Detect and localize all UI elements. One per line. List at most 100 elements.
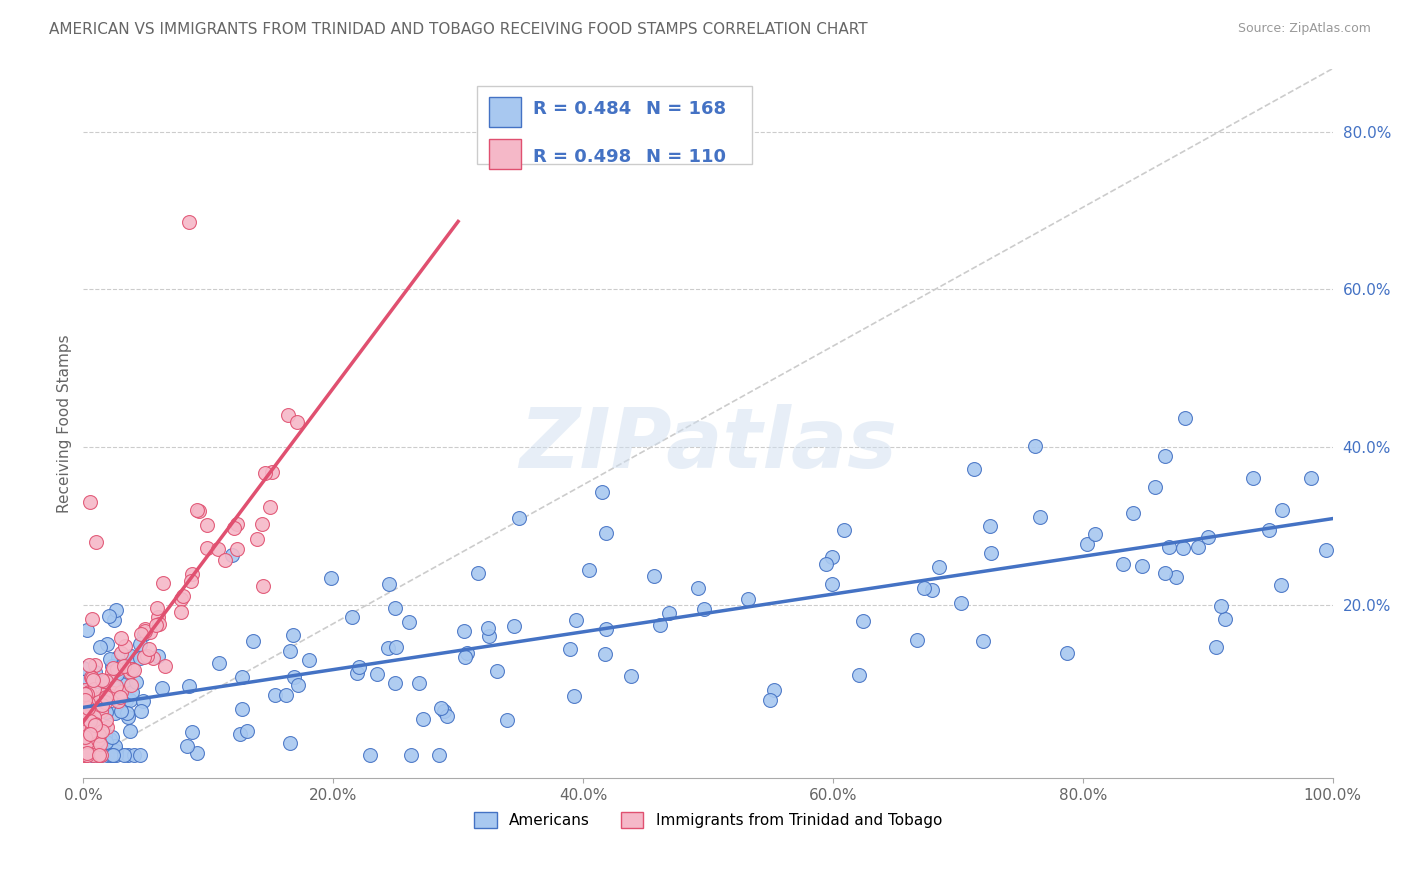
- Point: [1130, 559, 1153, 574]
- Point: [430, 701, 453, 715]
- Point: [228, 726, 250, 740]
- Point: [73, 711, 96, 725]
- Point: [1270, 578, 1292, 592]
- Point: [100, 747, 122, 762]
- Point: [427, 747, 450, 762]
- Point: [80, 744, 103, 758]
- Point: [121, 685, 143, 699]
- FancyBboxPatch shape: [477, 87, 752, 164]
- Point: [821, 576, 844, 591]
- Point: [246, 533, 269, 547]
- Point: [454, 649, 477, 664]
- Point: [221, 548, 243, 562]
- Point: [75, 730, 97, 744]
- Point: [1271, 502, 1294, 516]
- Text: N = 168: N = 168: [645, 100, 725, 118]
- Point: [398, 615, 420, 630]
- Point: [98, 609, 121, 624]
- Point: [1213, 612, 1236, 626]
- Point: [186, 503, 208, 517]
- Point: [208, 657, 231, 671]
- Point: [72, 661, 94, 675]
- Point: [172, 590, 194, 604]
- Point: [120, 678, 142, 692]
- Point: [110, 704, 132, 718]
- Point: [87, 728, 110, 742]
- Point: [979, 518, 1001, 533]
- Point: [114, 676, 136, 690]
- Point: [82, 671, 104, 685]
- Point: [139, 624, 162, 639]
- Point: [176, 739, 198, 753]
- Point: [79, 495, 101, 509]
- Point: [226, 541, 249, 556]
- Point: [79, 723, 101, 738]
- Point: [648, 618, 671, 632]
- Text: Source: ZipAtlas.com: Source: ZipAtlas.com: [1237, 22, 1371, 36]
- Point: [186, 746, 208, 760]
- Point: [80, 611, 103, 625]
- Point: [86, 747, 108, 762]
- Point: [103, 739, 125, 753]
- Point: [76, 732, 98, 747]
- Point: [83, 716, 105, 731]
- Point: [134, 627, 156, 641]
- Point: [91, 722, 114, 736]
- Point: [242, 634, 264, 648]
- Point: [96, 735, 118, 749]
- Point: [112, 659, 135, 673]
- Point: [153, 659, 176, 673]
- Point: [76, 731, 98, 746]
- Point: [117, 665, 139, 680]
- Point: [319, 571, 342, 585]
- Point: [377, 641, 399, 656]
- Point: [180, 574, 202, 589]
- Point: [73, 747, 96, 762]
- Point: [1315, 542, 1337, 557]
- Point: [76, 706, 98, 720]
- Point: [340, 610, 363, 624]
- Point: [122, 747, 145, 762]
- Point: [75, 747, 97, 762]
- Point: [84, 657, 107, 672]
- Point: [834, 523, 856, 537]
- Point: [578, 563, 600, 577]
- Point: [1187, 540, 1209, 554]
- Point: [83, 710, 105, 724]
- Point: [96, 637, 118, 651]
- Point: [1084, 526, 1107, 541]
- Point: [98, 652, 121, 666]
- Point: [103, 661, 125, 675]
- Point: [197, 541, 219, 555]
- Point: [972, 633, 994, 648]
- Text: N = 110: N = 110: [645, 148, 725, 167]
- Point: [399, 747, 422, 762]
- Point: [96, 720, 118, 734]
- Point: [366, 666, 388, 681]
- Point: [467, 566, 489, 580]
- Point: [108, 692, 131, 706]
- Point: [90, 700, 112, 714]
- Point: [508, 510, 530, 524]
- Point: [693, 601, 716, 615]
- Point: [77, 685, 100, 699]
- Point: [181, 567, 204, 582]
- Point: [131, 693, 153, 707]
- Point: [905, 633, 928, 648]
- Point: [110, 631, 132, 645]
- Point: [76, 696, 98, 710]
- Point: [412, 712, 434, 726]
- Text: ZIPatlas: ZIPatlas: [519, 404, 897, 485]
- Point: [84, 698, 107, 713]
- Point: [79, 714, 101, 728]
- Point: [152, 576, 174, 591]
- Point: [214, 553, 236, 567]
- Point: [87, 747, 110, 762]
- Point: [82, 673, 104, 688]
- Point: [77, 658, 100, 673]
- Point: [80, 670, 103, 684]
- Point: [129, 637, 152, 651]
- Point: [101, 676, 124, 690]
- Point: [73, 687, 96, 701]
- Point: [80, 747, 103, 762]
